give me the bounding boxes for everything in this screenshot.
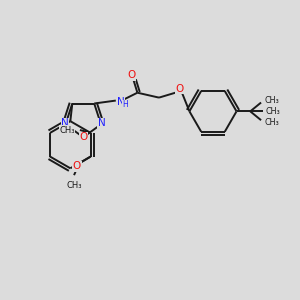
Text: O: O: [176, 84, 184, 94]
Text: H: H: [122, 100, 128, 109]
Text: O: O: [128, 70, 136, 80]
Text: CH₃: CH₃: [264, 118, 279, 127]
Text: N: N: [61, 118, 69, 128]
Text: CH₃: CH₃: [264, 96, 279, 105]
Text: N: N: [98, 118, 105, 128]
Text: CH₃: CH₃: [266, 107, 281, 116]
Text: CH₃: CH₃: [59, 125, 75, 134]
Text: O: O: [79, 132, 87, 142]
Text: O: O: [73, 161, 81, 171]
Text: CH₃: CH₃: [66, 181, 82, 190]
Text: N: N: [117, 97, 124, 106]
